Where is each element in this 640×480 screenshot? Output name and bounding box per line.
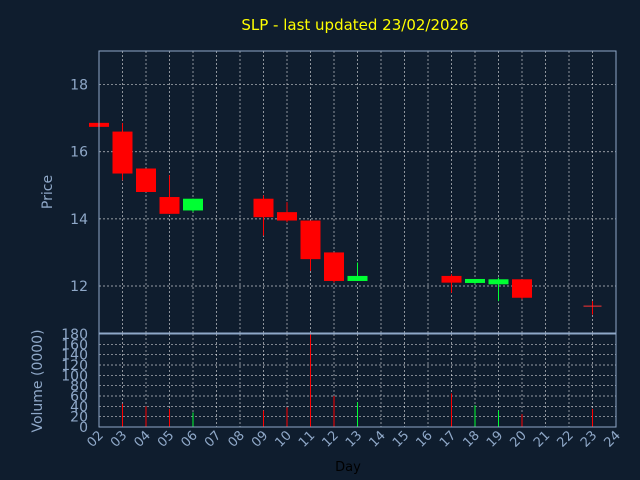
- x-tick-label: 21: [531, 428, 553, 450]
- x-tick-label: 12: [320, 428, 342, 450]
- volume-tick-label: 40: [70, 399, 88, 415]
- price-panel-frame: [98, 50, 617, 334]
- x-tick-label: 09: [249, 428, 271, 450]
- candle-body: [488, 279, 509, 285]
- price-tick-label: 18: [70, 78, 88, 94]
- candle-body: [112, 131, 133, 174]
- x-tick-label: 24: [602, 428, 624, 450]
- candle-body: [347, 275, 368, 281]
- volume-tick-label: 140: [61, 348, 88, 364]
- x-tick-label: 08: [226, 428, 248, 450]
- x-tick-label: 23: [578, 428, 600, 450]
- x-tick-label: 14: [367, 428, 389, 450]
- candle-body: [159, 197, 180, 214]
- chart-title: SLP - last updated 23/02/2026: [241, 16, 468, 34]
- price-grid: [98, 51, 617, 333]
- candle-body: [512, 279, 532, 298]
- candle-body: [136, 168, 156, 192]
- price-axis-ticks: 12 14 16 18: [70, 78, 88, 295]
- volume-bars: [122, 334, 593, 427]
- x-tick-label: 18: [461, 428, 483, 450]
- x-tick-label: 19: [484, 428, 506, 450]
- x-tick-label: 06: [179, 428, 201, 450]
- x-tick-label: 11: [296, 428, 318, 450]
- price-tick-label: 12: [70, 279, 88, 295]
- x-tick-label: 20: [508, 428, 530, 450]
- x-axis-label: Day: [335, 460, 361, 475]
- candle-body: [324, 252, 344, 281]
- volume-tick-label: 0: [79, 420, 88, 436]
- x-tick-label: 07: [202, 428, 224, 450]
- price-tick-label: 14: [70, 212, 88, 228]
- volume-axis-label: Volume (0000): [30, 329, 46, 432]
- price-candles: [89, 122, 602, 315]
- x-tick-label: 10: [273, 428, 295, 450]
- volume-panel-frame: [98, 333, 617, 428]
- x-tick-label: 04: [132, 428, 154, 450]
- volume-tick-label: 20: [70, 410, 88, 426]
- candle-body: [253, 198, 274, 218]
- price-axis-label: Price: [40, 175, 56, 209]
- x-tick-label: 22: [555, 428, 577, 450]
- candle-body: [277, 212, 297, 221]
- candle-body: [441, 275, 462, 283]
- volume-tick-label: 60: [70, 389, 88, 405]
- volume-tick-label: 180: [61, 327, 88, 343]
- volume-tick-label: 100: [61, 368, 88, 384]
- candle-body: [465, 278, 485, 283]
- x-tick-label: 13: [343, 428, 365, 450]
- candle-body: [300, 220, 321, 260]
- volume-tick-label: 160: [61, 337, 88, 353]
- volume-tick-label: 120: [61, 358, 88, 374]
- x-axis-ticks: 02 03 04 05 06 07 08 09 10 11 12 13 14 15 16 17 18 19 20 21…: [85, 428, 624, 450]
- price-tick-label: 16: [70, 145, 88, 161]
- volume-tick-label: 80: [70, 379, 88, 395]
- x-tick-label: 05: [155, 428, 177, 450]
- x-tick-label: 16: [414, 428, 436, 450]
- x-tick-label: 17: [437, 428, 459, 450]
- candle-body: [183, 198, 203, 211]
- x-tick-label: 03: [108, 428, 130, 450]
- x-tick-label: 15: [390, 428, 412, 450]
